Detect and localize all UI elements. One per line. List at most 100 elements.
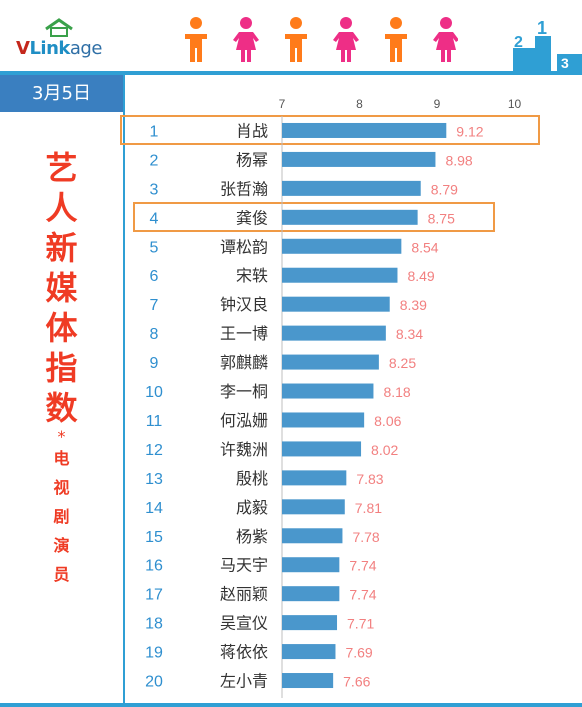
svg-text:3: 3 <box>561 55 569 71</box>
name-label: 钟汉良 <box>220 295 268 314</box>
divider-line <box>123 75 125 705</box>
name-label: 肖战 <box>236 121 268 140</box>
rank-label: 8 <box>150 326 159 343</box>
rank-label: 5 <box>150 239 159 256</box>
title-char: 体 <box>45 309 78 347</box>
value-label: 8.75 <box>428 210 455 226</box>
name-label: 李一桐 <box>220 382 268 401</box>
rank-label: 19 <box>145 645 163 662</box>
name-label: 王一博 <box>220 324 268 343</box>
rank-label: 4 <box>150 210 159 227</box>
bar <box>282 644 336 660</box>
name-label: 左小青 <box>220 672 268 691</box>
name-label: 许魏洲 <box>220 440 268 459</box>
title-char: 艺 <box>45 149 78 187</box>
name-label: 吴宣仪 <box>220 614 268 633</box>
bar <box>282 354 379 370</box>
rank-label: 11 <box>146 413 163 430</box>
subtitle-char: 演 <box>53 536 70 555</box>
bar <box>282 209 418 225</box>
rank-label: 2 <box>150 152 159 169</box>
rank-label: 16 <box>145 558 163 575</box>
bar <box>282 238 402 254</box>
logo-part-v: V <box>16 38 30 59</box>
subtitle-char: 剧 <box>53 507 70 526</box>
bar <box>282 557 340 573</box>
house-logo-icon <box>45 18 73 37</box>
bar <box>282 267 398 283</box>
value-label: 7.83 <box>356 471 383 487</box>
highlight-box <box>133 202 495 233</box>
bar <box>282 528 343 544</box>
name-label: 杨紫 <box>236 527 268 546</box>
rank-label: 13 <box>145 471 163 488</box>
bar <box>282 412 365 428</box>
rank-label: 12 <box>145 442 163 459</box>
bar <box>282 586 340 602</box>
person-icon <box>185 17 207 62</box>
value-label: 8.25 <box>389 355 416 371</box>
value-label: 8.02 <box>371 442 398 458</box>
name-label: 马天宇 <box>220 556 268 575</box>
x-tick-label: 8 <box>356 97 363 111</box>
title-asterisk: * <box>57 427 66 446</box>
people-icons <box>185 17 458 62</box>
value-label: 8.39 <box>400 297 427 313</box>
bar <box>282 470 347 486</box>
rank-label: 9 <box>150 355 159 372</box>
header-banner: VLinkage 1 2 3 <box>0 0 582 72</box>
title-char: 人 <box>45 189 78 227</box>
bar <box>282 122 447 138</box>
value-label: 7.69 <box>345 645 372 661</box>
bar <box>282 615 338 631</box>
rank-label: 18 <box>145 616 163 633</box>
person-icon <box>233 17 259 62</box>
name-label: 成毅 <box>236 498 268 517</box>
rank-label: 20 <box>145 674 163 691</box>
podium-icon: 1 2 3 <box>513 18 582 72</box>
value-label: 8.34 <box>396 326 423 342</box>
rank-label: 3 <box>150 181 159 198</box>
value-label: 7.81 <box>355 500 382 516</box>
rank-label: 1 <box>150 123 159 140</box>
title-char: 指 <box>45 349 78 387</box>
vertical-title: 艺人新媒体指数 * 电视剧演员 <box>0 148 123 589</box>
rank-label: 6 <box>150 268 159 285</box>
name-label: 赵丽颖 <box>220 585 268 604</box>
value-label: 8.54 <box>411 239 438 255</box>
name-label: 宋轶 <box>236 266 268 285</box>
person-icon <box>433 17 458 62</box>
value-label: 8.49 <box>407 268 434 284</box>
title-char: 新 <box>45 229 78 267</box>
bar <box>282 325 386 341</box>
value-label: 7.74 <box>349 587 376 603</box>
vlinkage-logo: VLinkage <box>10 18 130 62</box>
subtitle-char: 员 <box>53 565 70 584</box>
x-tick-label: 10 <box>508 97 522 111</box>
person-icon <box>333 17 359 62</box>
name-label: 蒋依依 <box>220 643 268 662</box>
highlight-box <box>120 115 540 146</box>
person-icon <box>385 17 407 62</box>
title-char: 数 <box>45 389 78 427</box>
person-icon <box>285 17 307 62</box>
title-char: 媒 <box>45 269 78 307</box>
value-label: 9.12 <box>456 123 483 139</box>
date-tab: 3月5日 <box>0 75 123 112</box>
value-label: 8.18 <box>383 384 410 400</box>
bar <box>282 383 374 399</box>
logo-part-age: age <box>69 38 103 59</box>
value-label: 7.71 <box>347 616 374 632</box>
name-label: 何泓姗 <box>220 411 268 430</box>
value-label: 7.78 <box>352 529 379 545</box>
svg-text:1: 1 <box>537 18 547 38</box>
logo-wordmark: VLinkage <box>16 38 102 59</box>
bar <box>282 441 362 457</box>
value-label: 8.79 <box>431 181 458 197</box>
title-panel <box>0 112 123 702</box>
value-label: 8.06 <box>374 413 401 429</box>
value-label: 8.98 <box>445 152 472 168</box>
value-label: 7.74 <box>349 558 376 574</box>
header-rule <box>0 71 582 75</box>
